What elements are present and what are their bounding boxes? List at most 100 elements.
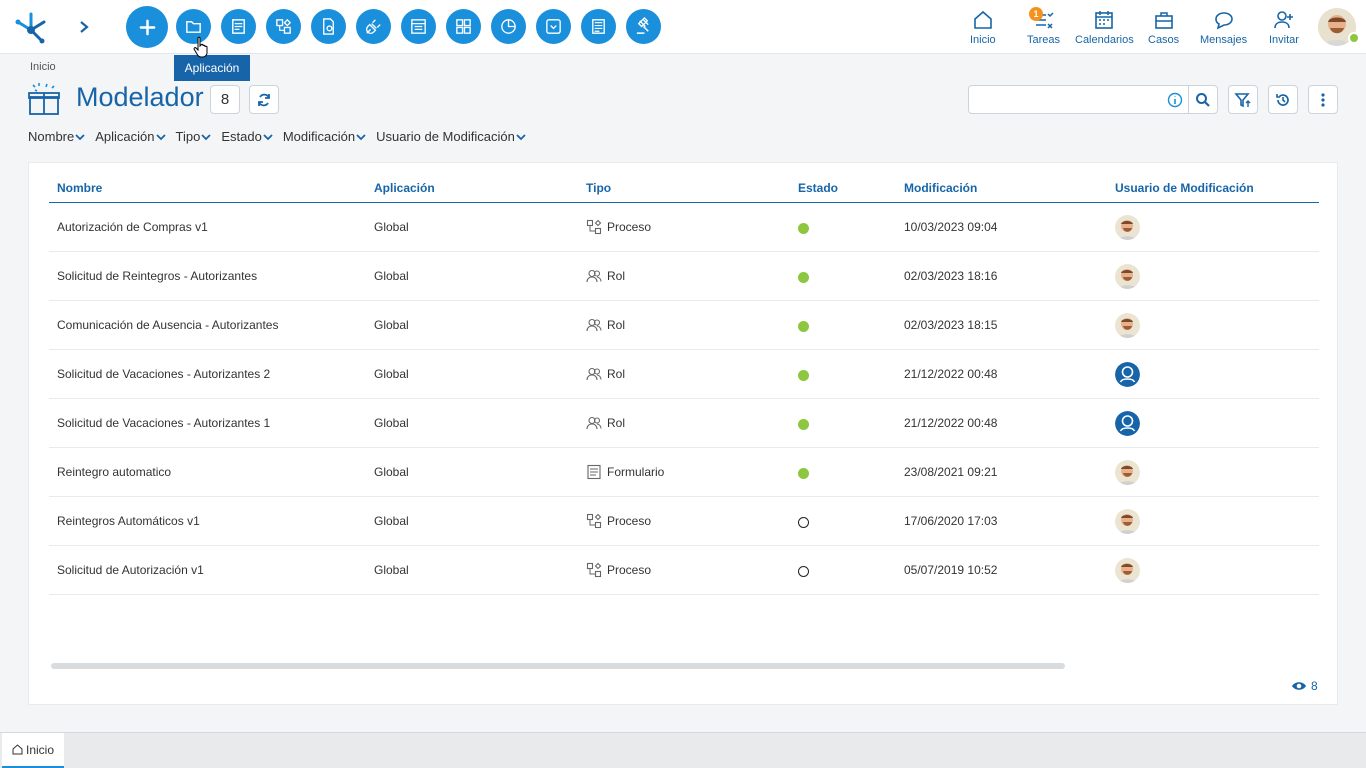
rules-button[interactable] xyxy=(626,9,661,44)
column-header-usuario[interactable]: Usuario de Modificación xyxy=(1115,181,1254,195)
modifier-avatar[interactable] xyxy=(1115,558,1140,583)
modifier-avatar[interactable] xyxy=(1115,313,1140,338)
search-input[interactable] xyxy=(973,88,1161,111)
modeler-table-card: Nombre Aplicación Tipo Estado Modificaci… xyxy=(28,162,1338,705)
filter-estado[interactable]: Estado xyxy=(221,129,273,144)
cell-modificacion: 02/03/2023 18:16 xyxy=(904,269,998,283)
horizontal-scrollbar[interactable] xyxy=(51,663,1065,669)
kebab-menu-icon xyxy=(1321,92,1325,107)
cell-tipo-label: Rol xyxy=(607,269,626,283)
briefcase-icon xyxy=(1154,12,1173,29)
process-button[interactable] xyxy=(266,9,301,44)
cell-aplicacion: Global xyxy=(374,514,409,528)
top-bar: Inicio Tareas 1 Calendarios Casos Mensaj… xyxy=(0,0,1366,54)
modeler-gift-icon xyxy=(28,83,60,115)
home-icon xyxy=(12,744,23,755)
table-row[interactable]: Solicitud de Vacaciones - Autorizantes 2… xyxy=(49,350,1319,399)
cell-tipo: Proceso xyxy=(586,219,651,235)
refresh-button[interactable] xyxy=(249,85,279,114)
cell-aplicacion: Global xyxy=(374,416,409,430)
tasks-count-badge: 1 xyxy=(1029,7,1043,21)
status-indicator xyxy=(798,468,809,479)
cell-tipo: Rol xyxy=(586,415,625,431)
role-icon xyxy=(586,318,602,332)
column-header-estado[interactable]: Estado xyxy=(798,181,839,195)
column-header-aplicacion[interactable]: Aplicación xyxy=(374,181,435,195)
modifier-avatar[interactable] xyxy=(1115,460,1140,485)
application-button[interactable] xyxy=(176,9,211,44)
nav-cases[interactable]: Casos xyxy=(1148,9,1179,46)
filter-aplicacion[interactable]: Aplicación xyxy=(95,129,166,144)
nav-invite-label: Invitar xyxy=(1269,34,1299,46)
filter-bar: Nombre Aplicación Tipo Estado Modificaci… xyxy=(28,129,536,144)
form-button[interactable] xyxy=(221,9,256,44)
filter-label: Usuario de Modificación xyxy=(376,129,515,144)
query-button[interactable] xyxy=(536,9,571,44)
column-header-tipo[interactable]: Tipo xyxy=(586,181,612,195)
nav-cases-label: Casos xyxy=(1148,34,1180,46)
modifier-avatar[interactable] xyxy=(1115,264,1140,289)
table-row[interactable]: Comunicación de Ausencia - Autorizantes G… xyxy=(49,301,1319,350)
modifier-avatar[interactable] xyxy=(1115,509,1140,534)
tab-inicio-label: Inicio xyxy=(25,742,54,757)
nav-calendars[interactable]: Calendarios xyxy=(1075,9,1134,46)
table-row[interactable]: Solicitud de Autorización v1 Global Proces… xyxy=(49,546,1319,595)
chevron-down-icon xyxy=(75,133,85,140)
grid-icon xyxy=(456,19,471,34)
table-row[interactable]: Autorización de Compras v1 Global Proceso 1… xyxy=(49,203,1319,252)
integration-button[interactable] xyxy=(356,9,391,44)
modifier-avatar[interactable] xyxy=(1115,362,1140,387)
view-count: 8 xyxy=(1291,679,1318,693)
nav-messages-label: Mensajes xyxy=(1200,34,1248,46)
filter-label: Modificación xyxy=(282,129,356,144)
cell-tipo-label: Proceso xyxy=(607,514,652,528)
system-user-icon xyxy=(1115,362,1140,387)
modifier-avatar[interactable] xyxy=(1115,411,1140,436)
filter-modificacion[interactable]: Modificación xyxy=(283,129,366,144)
create-button[interactable] xyxy=(126,6,168,48)
cell-nombre: Reintegro automatico xyxy=(57,465,172,479)
more-options-button[interactable] xyxy=(1308,85,1338,114)
history-button[interactable] xyxy=(1268,85,1298,114)
filter-button[interactable] xyxy=(1228,85,1258,114)
chevron-down-icon xyxy=(356,133,366,140)
cell-modificacion: 21/12/2022 00:48 xyxy=(904,367,998,381)
cell-aplicacion: Global xyxy=(374,563,409,577)
filter-icon xyxy=(1234,92,1251,107)
cell-aplicacion: Global xyxy=(374,367,409,381)
search-icon[interactable] xyxy=(1195,92,1211,108)
nav-tasks-label: Tareas xyxy=(1027,34,1061,46)
filter-nombre[interactable]: Nombre xyxy=(28,129,85,144)
column-header-nombre[interactable]: Nombre xyxy=(57,181,103,195)
info-icon[interactable] xyxy=(1167,92,1183,108)
chart-button[interactable] xyxy=(491,9,526,44)
nav-tasks[interactable]: Tareas 1 xyxy=(1027,7,1061,46)
cell-tipo-label: Formulario xyxy=(607,465,665,479)
breadcrumb[interactable]: Inicio xyxy=(30,61,56,73)
document-settings-button[interactable] xyxy=(311,9,346,44)
user-photo-icon xyxy=(1115,558,1140,583)
nav-home[interactable]: Inicio xyxy=(970,9,996,46)
chevron-right-icon[interactable] xyxy=(76,17,92,37)
panel-icon xyxy=(411,19,426,34)
nav-invite[interactable]: Invitar xyxy=(1269,9,1299,46)
column-header-modificacion[interactable]: Modificación xyxy=(904,181,978,195)
form-icon xyxy=(232,19,245,34)
tab-inicio[interactable]: Inicio xyxy=(2,733,64,768)
panel-button[interactable] xyxy=(401,9,436,44)
table-row[interactable]: Solicitud de Vacaciones - Autorizantes 1… xyxy=(49,399,1319,448)
filter-usuario-modificacion[interactable]: Usuario de Modificación xyxy=(376,129,526,144)
chevron-down-icon xyxy=(155,133,166,140)
report-button[interactable] xyxy=(581,9,616,44)
filter-tipo[interactable]: Tipo xyxy=(176,129,212,144)
app-logo-icon[interactable] xyxy=(12,8,50,46)
dashboard-button[interactable] xyxy=(446,9,481,44)
process-icon xyxy=(276,18,292,34)
nav-messages[interactable]: Mensajes xyxy=(1200,9,1247,46)
table-row[interactable]: Solicitud de Reintegros - Autorizantes Gl… xyxy=(49,252,1319,301)
table-row[interactable]: Reintegro automatico Global Formulario 23/0… xyxy=(49,448,1319,497)
table-row[interactable]: Reintegros Automáticos v1 Global Proceso 17… xyxy=(49,497,1319,546)
plus-icon xyxy=(139,19,155,35)
modifier-avatar[interactable] xyxy=(1115,215,1140,240)
cell-tipo: Proceso xyxy=(586,513,651,529)
